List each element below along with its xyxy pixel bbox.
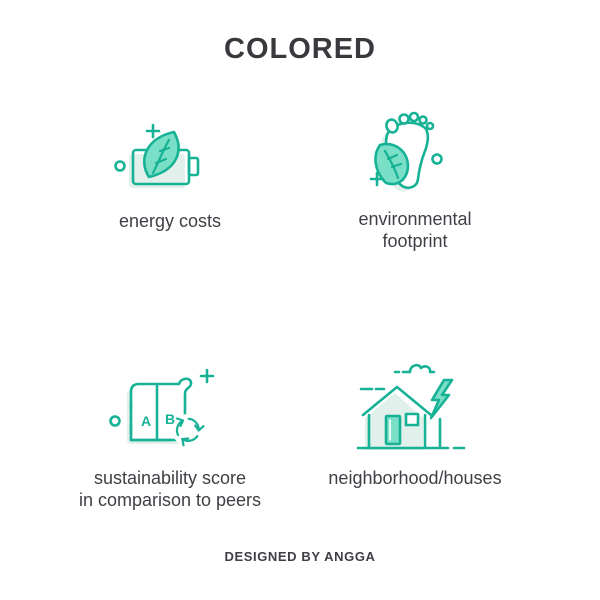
battery-leaf-icon-svg (114, 123, 200, 188)
feature-label-neighborhood-houses: neighborhood/houses (328, 468, 502, 488)
house-energy-icon (290, 360, 540, 458)
feature-label-energy-costs: energy costs (118, 211, 222, 231)
letter-a: A (141, 413, 151, 429)
cloud-icon (401, 363, 436, 374)
page-title: COLORED (224, 33, 376, 65)
lightning-bolt-icon (429, 378, 454, 420)
battery-leaf-icon (45, 103, 295, 201)
ab-comparison-recycle-icon-svg: A B (109, 368, 215, 447)
recycle-symbol (175, 417, 205, 447)
house-energy-icon-svg (356, 363, 466, 450)
feature-environmental-footprint: environmental footprint (290, 101, 540, 252)
feature-energy-costs: energy costs (45, 103, 295, 232)
feature-neighborhood-houses: neighborhood/houses (290, 360, 540, 489)
feature-sustainability-score: A B (45, 360, 295, 511)
credit-text: DESIGNED BY ANGGA (224, 549, 376, 564)
letter-b: B (165, 411, 175, 427)
footprint-leaf-icon-svg (369, 111, 443, 192)
feature-label-sustainability-score: sustainability score in comparison to pe… (78, 468, 262, 510)
footprint-leaf-icon (290, 101, 540, 199)
ab-comparison-recycle-icon: A B (45, 360, 295, 458)
feature-label-environmental-footprint: environmental footprint (358, 209, 472, 251)
